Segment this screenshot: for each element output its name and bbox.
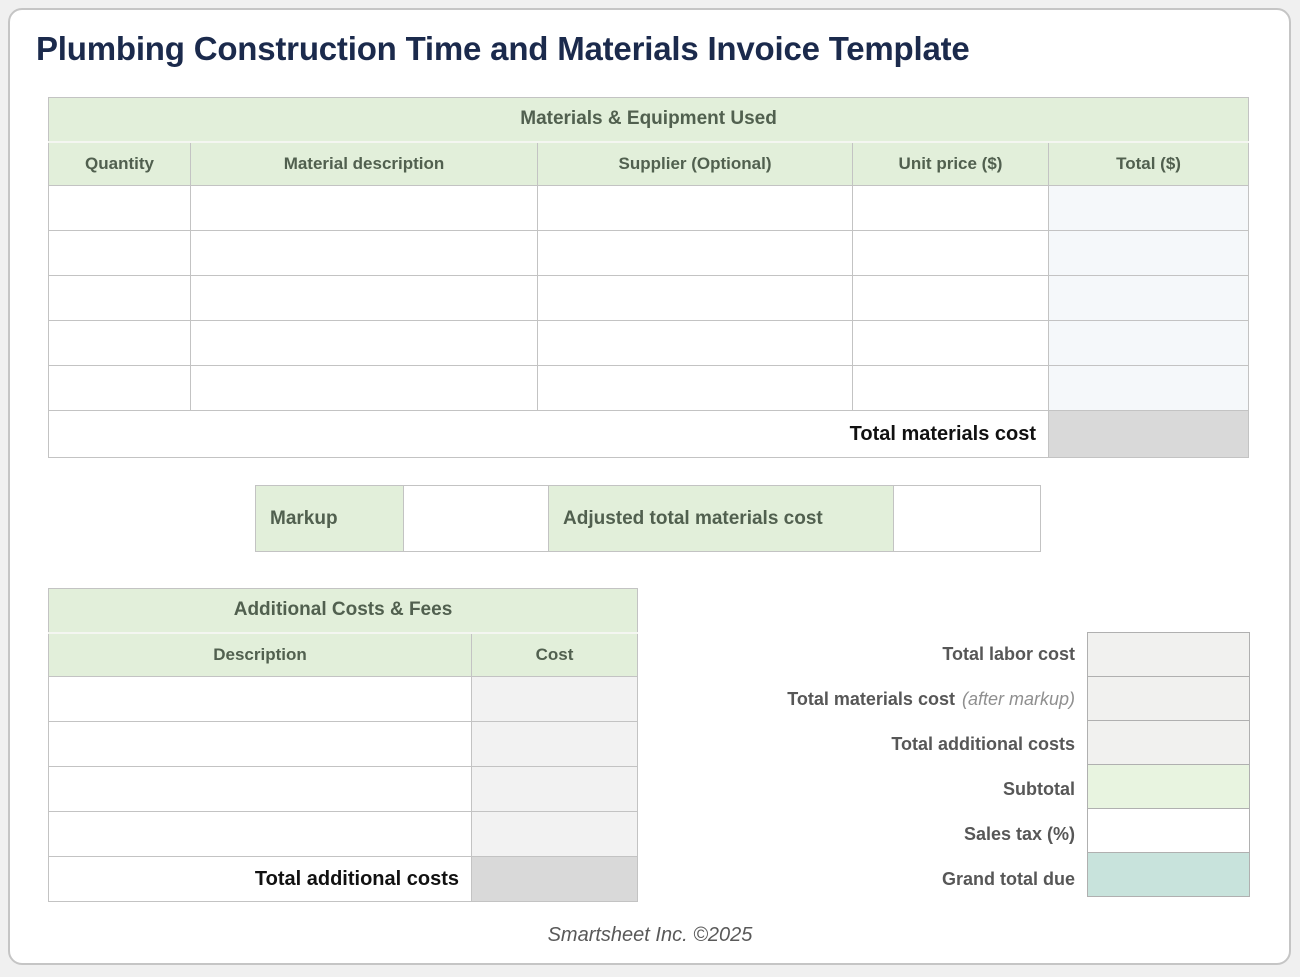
column-header-description: Description [48,632,472,677]
materials-row [48,275,1250,321]
total-additional-costs-summary-label: Total additional costs [891,734,1075,754]
total-materials-cost-after-markup-label: Total materials cost (after markup) [787,689,1075,709]
description-cell[interactable] [48,721,472,767]
unit-price-cell[interactable] [852,230,1049,276]
description-cell[interactable] [48,676,472,722]
quantity-cell[interactable] [48,230,191,276]
additional-cost-row [48,766,638,812]
total-additional-costs-summary-value[interactable] [1087,720,1250,765]
description-cell[interactable] [48,766,472,812]
materials-row [48,185,1250,231]
supplier-cell[interactable] [537,185,853,231]
subtotal-value[interactable] [1087,764,1250,809]
quantity-cell[interactable] [48,320,191,366]
after-markup-note: (after markup) [961,689,1075,709]
total-cell[interactable] [1047,365,1250,411]
total-materials-cost-after-markup-value[interactable] [1087,676,1250,721]
sales-tax-label: Sales tax (%) [963,824,1075,844]
unit-price-cell[interactable] [852,320,1049,366]
unit-price-cell[interactable] [852,275,1049,321]
summary-labels: Total labor cost Total materials cost (a… [645,632,1075,902]
total-labor-cost-label: Total labor cost [942,644,1075,664]
sales-tax-value[interactable] [1087,808,1250,853]
quantity-cell[interactable] [48,275,191,321]
column-header-unit-price: Unit price ($) [852,141,1049,186]
materials-column-header-row: Quantity Material description Supplier (… [48,141,1250,186]
page-title: Plumbing Construction Time and Materials… [36,30,970,67]
markup-row: Markup Adjusted total materials cost [255,485,1041,552]
materials-row [48,320,1250,366]
total-materials-cost-value[interactable] [1047,410,1250,458]
subtotal-label: Subtotal [1003,779,1075,799]
additional-costs-table: Additional Costs & Fees Description Cost… [48,588,638,902]
summary-value-boxes [1087,632,1250,897]
quantity-cell[interactable] [48,185,191,231]
material-description-cell[interactable] [190,275,538,321]
markup-label: Markup [255,485,404,552]
grand-total-due-value[interactable] [1087,852,1250,897]
total-cell[interactable] [1047,275,1250,321]
footer-copyright: Smartsheet Inc. ©2025 [547,924,753,946]
supplier-cell[interactable] [537,365,853,411]
materials-row [48,365,1250,411]
additional-cost-row [48,676,638,722]
materials-table-title-row: Materials & Equipment Used [47,97,1250,143]
total-labor-cost-value[interactable] [1087,632,1250,677]
grand-total-due-label: Grand total due [941,869,1075,889]
additional-costs-column-header-row: Description Cost [48,632,638,677]
total-cell[interactable] [1047,185,1250,231]
adjusted-total-materials-cost-value-cell[interactable] [893,485,1041,552]
column-header-material-description: Material description [190,141,538,186]
total-cell[interactable] [1047,320,1250,366]
cost-cell[interactable] [471,766,638,812]
additional-costs-title-row: Additional Costs & Fees [48,588,638,634]
material-description-cell[interactable] [190,320,538,366]
material-description-cell[interactable] [190,365,538,411]
additional-costs-title: Additional Costs & Fees [48,588,638,634]
cost-cell[interactable] [471,676,638,722]
column-header-cost: Cost [471,632,638,677]
unit-price-cell[interactable] [852,185,1049,231]
total-cell[interactable] [1047,230,1250,276]
column-header-quantity: Quantity [48,141,191,186]
total-materials-cost-label: Total materials cost [48,410,1049,458]
column-header-total: Total ($) [1047,141,1250,186]
markup-table: Markup Adjusted total materials cost [255,485,1041,552]
column-header-supplier: Supplier (Optional) [537,141,853,186]
additional-costs-total-row: Total additional costs [48,856,638,902]
supplier-cell[interactable] [537,275,853,321]
material-description-cell[interactable] [190,230,538,276]
cost-cell[interactable] [471,811,638,857]
adjusted-total-materials-cost-label: Adjusted total materials cost [548,485,894,552]
description-cell[interactable] [48,811,472,857]
supplier-cell[interactable] [537,320,853,366]
additional-cost-row [48,721,638,767]
materials-row [48,230,1250,276]
supplier-cell[interactable] [537,230,853,276]
additional-cost-row [48,811,638,857]
material-description-cell[interactable] [190,185,538,231]
total-additional-costs-value[interactable] [471,856,638,902]
cost-cell[interactable] [471,721,638,767]
total-additional-costs-label: Total additional costs [48,856,472,902]
quantity-cell[interactable] [48,365,191,411]
markup-value-cell[interactable] [403,485,549,552]
materials-equipment-table: Materials & Equipment Used Quantity Mate… [47,97,1250,458]
materials-table-title: Materials & Equipment Used [47,97,1250,143]
unit-price-cell[interactable] [852,365,1049,411]
materials-total-row: Total materials cost [48,410,1250,458]
